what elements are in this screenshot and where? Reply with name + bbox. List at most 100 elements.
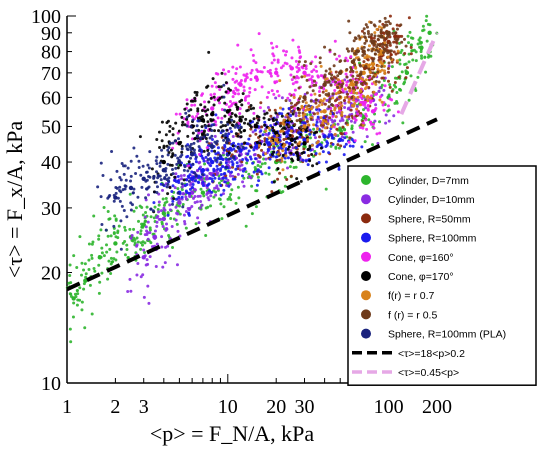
data-point	[234, 167, 238, 171]
data-point	[118, 185, 122, 189]
x-tick-label: 2	[110, 396, 120, 418]
data-point	[221, 165, 225, 169]
data-point	[187, 179, 191, 183]
data-point	[236, 172, 240, 176]
data-point	[129, 174, 133, 178]
data-point	[352, 95, 356, 99]
data-point	[193, 179, 197, 183]
data-point	[158, 174, 162, 178]
data-point	[358, 36, 362, 40]
data-point	[400, 34, 404, 38]
data-point	[371, 59, 375, 63]
data-point	[427, 30, 432, 35]
data-point	[109, 234, 113, 238]
data-point	[378, 120, 382, 124]
data-point	[129, 208, 133, 212]
data-point	[387, 93, 391, 97]
data-point	[308, 132, 312, 136]
data-point	[333, 119, 337, 123]
data-point	[120, 204, 124, 208]
data-point	[389, 49, 393, 53]
data-point	[289, 114, 293, 118]
data-point	[247, 137, 251, 141]
data-point	[229, 193, 233, 197]
data-point	[394, 52, 398, 56]
data-point	[293, 106, 297, 110]
data-point	[369, 100, 373, 104]
data-point	[249, 71, 253, 75]
data-point	[386, 70, 390, 74]
data-point	[348, 83, 352, 87]
data-point	[377, 55, 381, 59]
data-point	[337, 90, 341, 94]
data-point	[132, 146, 136, 150]
data-point	[112, 224, 116, 228]
data-point	[287, 136, 291, 140]
data-point	[119, 247, 123, 251]
legend-marker	[361, 232, 371, 243]
data-point	[257, 179, 261, 183]
data-point	[395, 90, 399, 94]
data-point	[368, 63, 372, 67]
data-point	[148, 226, 152, 230]
data-point	[342, 153, 346, 157]
data-point	[137, 219, 141, 223]
data-point	[199, 187, 203, 191]
data-point	[184, 111, 188, 115]
data-point	[231, 165, 235, 169]
data-point	[333, 99, 337, 103]
data-point	[220, 108, 224, 112]
data-point	[267, 131, 271, 135]
data-point	[88, 283, 92, 287]
data-point	[224, 132, 228, 136]
data-point	[96, 185, 100, 189]
data-point	[409, 74, 413, 78]
data-point	[97, 291, 101, 295]
data-point	[391, 27, 395, 31]
data-point	[275, 45, 279, 49]
data-point	[167, 146, 171, 150]
data-point	[289, 73, 293, 77]
data-point	[209, 194, 213, 198]
data-point	[409, 43, 413, 47]
data-point	[360, 82, 364, 86]
data-point	[260, 85, 264, 89]
data-point	[373, 52, 377, 56]
data-point	[278, 171, 282, 175]
data-point	[276, 74, 280, 78]
data-point	[212, 167, 216, 171]
data-point	[344, 56, 348, 60]
data-point	[365, 127, 369, 131]
data-point	[355, 80, 359, 84]
data-point	[214, 142, 218, 146]
data-point	[169, 148, 173, 152]
data-point	[155, 215, 159, 219]
data-point	[158, 164, 162, 168]
data-point	[202, 131, 206, 135]
data-point	[256, 153, 260, 157]
data-point	[274, 122, 278, 126]
data-point	[144, 225, 148, 229]
data-point	[404, 44, 408, 48]
data-point	[143, 254, 147, 258]
data-point	[248, 175, 252, 179]
data-point	[176, 212, 180, 216]
data-point	[263, 123, 267, 127]
data-point	[155, 162, 159, 166]
data-point	[227, 117, 231, 121]
data-point	[219, 184, 223, 188]
data-point	[334, 76, 338, 80]
data-point	[290, 119, 294, 123]
data-point	[135, 236, 139, 240]
data-point	[224, 161, 228, 165]
data-point	[280, 96, 284, 100]
data-point	[383, 41, 387, 45]
data-point	[194, 129, 198, 133]
data-point	[370, 33, 374, 37]
data-point	[130, 203, 134, 207]
data-point	[128, 277, 132, 281]
data-point	[168, 185, 172, 189]
data-point	[240, 174, 244, 178]
data-point	[166, 182, 170, 186]
data-point	[282, 49, 286, 53]
